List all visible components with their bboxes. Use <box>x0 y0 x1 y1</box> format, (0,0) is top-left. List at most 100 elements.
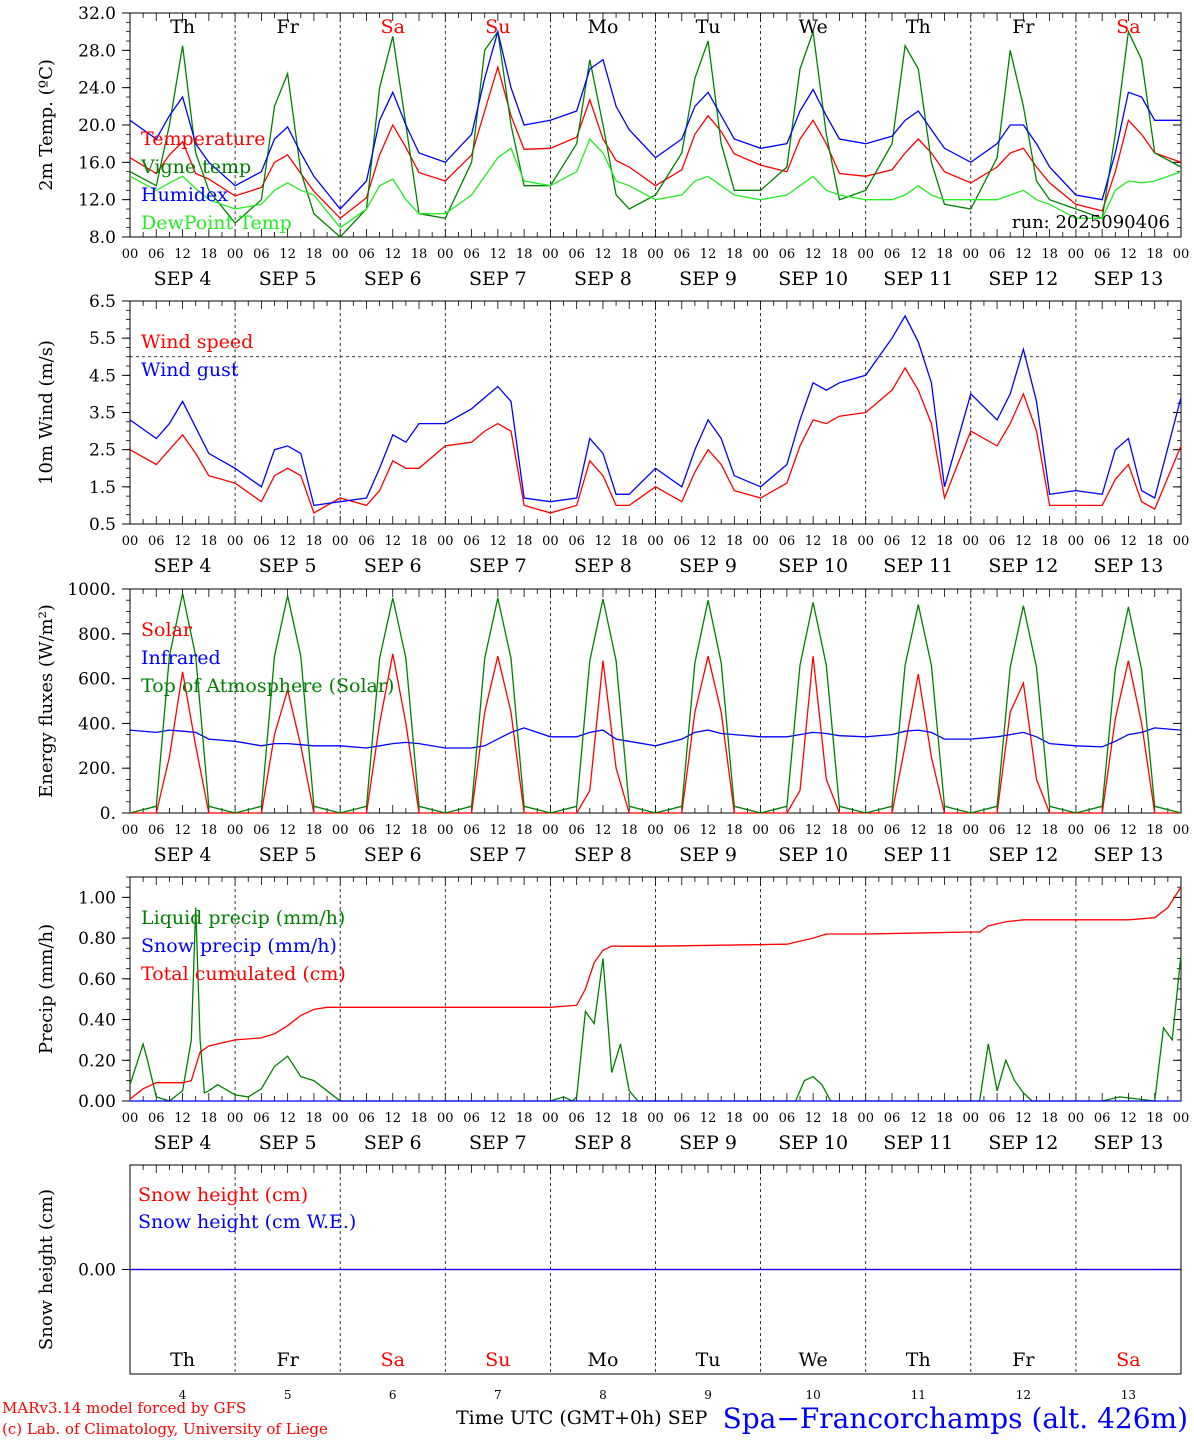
x-date-label: SEP 5 <box>259 555 317 577</box>
y-tick-label: 1000. <box>67 580 116 600</box>
x-date-label: SEP 4 <box>154 1132 212 1154</box>
x-hour-label: 06 <box>779 534 796 549</box>
x-hour-label: 00 <box>752 1111 769 1126</box>
x-hour-label: 18 <box>726 1111 743 1126</box>
day-number-label: 13 <box>1121 1388 1136 1402</box>
y-tick-label: 20.0 <box>78 116 116 136</box>
x-hour-label: 12 <box>1015 823 1032 838</box>
x-hour-label: 00 <box>332 534 349 549</box>
x-hour-label: 00 <box>857 823 874 838</box>
x-hour-label: 06 <box>674 823 691 838</box>
y-tick-label: 0.5 <box>89 515 116 535</box>
x-date-label: SEP 12 <box>988 1132 1058 1154</box>
x-hour-label: 00 <box>752 823 769 838</box>
legend-entry: Wind gust <box>141 359 239 381</box>
x-date-label: SEP 10 <box>778 1132 848 1154</box>
x-hour-label: 00 <box>1068 1111 1085 1126</box>
x-hour-label: 06 <box>884 247 901 262</box>
x-hour-label: 06 <box>884 1111 901 1126</box>
x-hour-label: 12 <box>700 534 717 549</box>
x-hour-label: 12 <box>384 1111 401 1126</box>
x-hour-label: 00 <box>752 247 769 262</box>
x-hour-label: 06 <box>568 1111 585 1126</box>
x-date-label: SEP 9 <box>679 844 737 866</box>
footer-credit-line: (c) Lab. of Climatology, University of L… <box>2 1420 328 1438</box>
x-hour-label: 12 <box>174 247 191 262</box>
x-hour-label: 06 <box>463 534 480 549</box>
x-date-label: SEP 5 <box>259 844 317 866</box>
y-tick-label: 400. <box>78 714 116 734</box>
panel-2: 0.5 1.5 2.5 3.5 4.5 5.5 6.5 10m Wind (m/s) Wind … <box>36 292 1189 577</box>
weekday-label-bottom: Fr <box>277 1349 300 1371</box>
x-hour-label: 00 <box>227 1111 244 1126</box>
series-line-1 <box>129 907 1182 1102</box>
y-tick-label: 0. <box>100 804 116 824</box>
weekday-label-bottom: Th <box>906 1349 931 1371</box>
x-hour-label: 06 <box>148 247 165 262</box>
y-tick-label: 3.5 <box>89 404 116 424</box>
legend-entry: Wind speed <box>141 331 253 353</box>
weekday-label-top: Su <box>485 16 510 38</box>
day-number-label: 6 <box>389 1388 397 1402</box>
x-hour-label: 00 <box>542 1111 559 1126</box>
x-hour-label: 06 <box>779 823 796 838</box>
x-hour-label: 12 <box>595 823 612 838</box>
x-hour-label: 06 <box>358 247 375 262</box>
weekday-label-top: We <box>799 16 828 38</box>
x-hour-label: 06 <box>358 1111 375 1126</box>
day-number-label: 12 <box>1016 1388 1031 1402</box>
x-hour-label: 00 <box>542 534 559 549</box>
x-hour-label: 06 <box>1094 1111 1111 1126</box>
x-hour-label: 12 <box>384 534 401 549</box>
x-hour-label: 00 <box>1173 247 1190 262</box>
y-tick-label: 0.60 <box>78 970 116 990</box>
x-hour-label: 06 <box>1094 247 1111 262</box>
series-line-3 <box>129 29 1181 210</box>
legend-entry: DewPoint Temp <box>141 212 292 234</box>
legend-entry: Snow height (cm) <box>138 1184 308 1206</box>
y-tick-label: 0.00 <box>78 1092 116 1112</box>
weekday-label-bottom: Su <box>485 1349 510 1371</box>
x-hour-label: 12 <box>490 534 507 549</box>
x-date-label: SEP 8 <box>574 268 632 290</box>
x-hour-label: 06 <box>568 823 585 838</box>
x-hour-label: 00 <box>437 534 454 549</box>
x-hour-label: 18 <box>516 534 533 549</box>
x-date-label: SEP 13 <box>1094 268 1164 290</box>
x-date-label: SEP 8 <box>574 555 632 577</box>
x-hour-label: 06 <box>253 823 270 838</box>
x-hour-label: 12 <box>1015 534 1032 549</box>
x-hour-label: 00 <box>122 1111 139 1126</box>
weekday-label-top: Sa <box>381 16 405 38</box>
x-date-label: SEP 6 <box>364 268 422 290</box>
x-date-label: SEP 11 <box>883 844 953 866</box>
x-hour-label: 18 <box>201 247 218 262</box>
y-axis-label: 2m Temp. (ºC) <box>36 59 57 191</box>
x-hour-label: 12 <box>1120 1111 1137 1126</box>
panel-1: 8.0 12.0 16.0 20.0 24.0 28.0 32.0 2m Temp. (ºC)… <box>36 4 1189 290</box>
legend-entry: Vigne temp <box>140 156 251 178</box>
y-tick-label: 4.5 <box>89 366 116 386</box>
x-hour-label: 06 <box>148 823 165 838</box>
x-hour-label: 06 <box>463 823 480 838</box>
x-hour-label: 12 <box>910 247 927 262</box>
x-hour-label: 12 <box>910 1111 927 1126</box>
y-tick-label: 0.80 <box>78 929 116 949</box>
x-hour-label: 00 <box>227 247 244 262</box>
x-hour-label: 18 <box>831 534 848 549</box>
x-hour-label: 00 <box>1068 823 1085 838</box>
weekday-label-bottom: Tu <box>696 1349 721 1371</box>
x-hour-label: 06 <box>674 1111 691 1126</box>
series-line-2 <box>129 29 1182 238</box>
x-hour-label: 18 <box>831 823 848 838</box>
x-hour-label: 18 <box>726 534 743 549</box>
x-hour-label: 00 <box>857 247 874 262</box>
x-hour-label: 12 <box>279 534 296 549</box>
x-hour-label: 12 <box>910 823 927 838</box>
x-hour-label: 06 <box>674 534 691 549</box>
x-hour-label: 18 <box>411 1111 428 1126</box>
x-date-label: SEP 6 <box>364 1132 422 1154</box>
x-date-label: SEP 5 <box>259 1132 317 1154</box>
day-number-label: 11 <box>911 1388 926 1402</box>
x-hour-label: 18 <box>306 534 323 549</box>
